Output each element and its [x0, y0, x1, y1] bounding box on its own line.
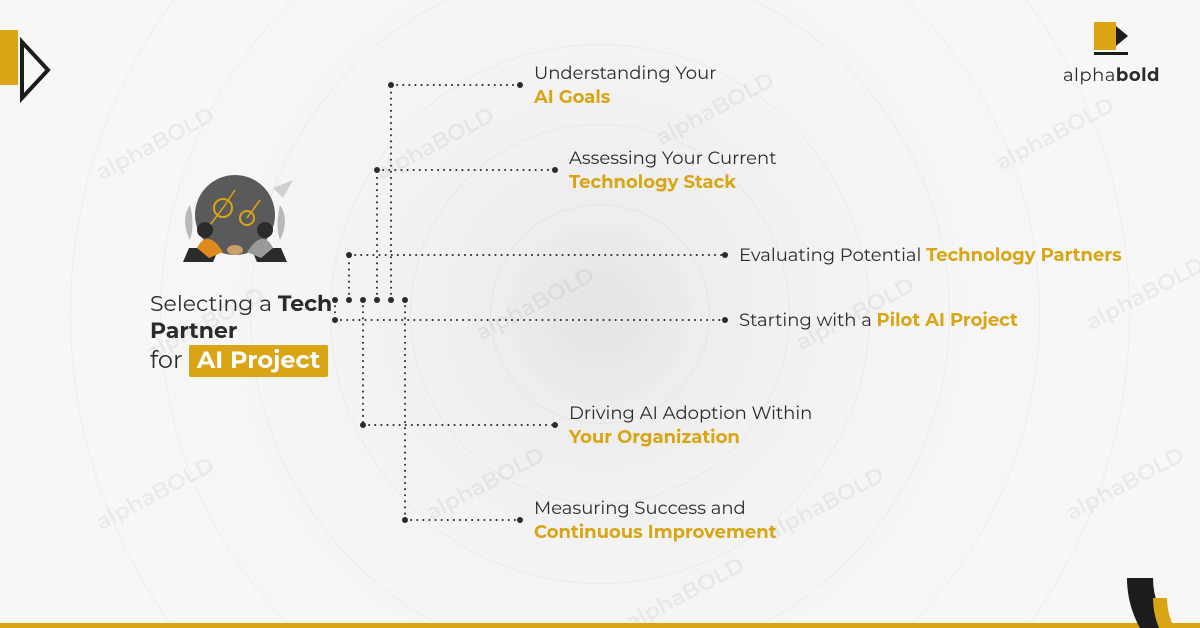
- item-text-gold: Continuous Improvement: [534, 521, 777, 543]
- watermark-text: alphaBOLD: [371, 101, 498, 186]
- item-text-gold: Pilot AI Project: [877, 309, 1018, 331]
- title-line2-plain: for: [150, 346, 189, 375]
- item-text-dark: Starting with a: [739, 309, 877, 331]
- watermark-text: alphaBOLD: [421, 441, 548, 526]
- item-adoption: Driving AI Adoption WithinYour Organizat…: [569, 401, 812, 450]
- item-text-gold: Technology Partners: [926, 244, 1122, 266]
- handshake-illustration-icon: [165, 170, 305, 280]
- corner-decoration-icon: [0, 30, 60, 115]
- watermark-text: alphaBOLD: [91, 451, 218, 536]
- watermark-text: alphaBOLD: [471, 261, 598, 346]
- item-pilot: Starting with a Pilot AI Project: [739, 308, 1018, 332]
- item-goals: Understanding YourAI Goals: [534, 61, 716, 110]
- logo-glyph-icon: [1094, 22, 1128, 60]
- main-title: Selecting a Tech Partner for AI Project: [150, 290, 410, 375]
- item-text-dark: Evaluating Potential: [739, 244, 926, 266]
- item-text-dark: Measuring Success and: [534, 497, 746, 519]
- logo-wordmark: alphabold: [1063, 64, 1160, 86]
- item-partners: Evaluating Potential Technology Partners: [739, 243, 1122, 267]
- item-text-gold: Technology Stack: [569, 171, 736, 193]
- brand-logo: alphabold: [1063, 22, 1160, 86]
- title-line2-highlight: AI Project: [189, 345, 328, 377]
- logo-text-light: alpha: [1063, 64, 1116, 86]
- watermark-text: alphaBOLD: [991, 91, 1118, 176]
- watermark-text: alphaBOLD: [1061, 441, 1188, 526]
- infographic-canvas: alphaBOLDalphaBOLDalphaBOLDalphaBOLDalph…: [0, 0, 1200, 628]
- bottom-corner-arc-icon: [1100, 538, 1200, 628]
- logo-text-bold: bold: [1116, 64, 1160, 86]
- item-stack: Assessing Your CurrentTechnology Stack: [569, 146, 777, 195]
- item-text-gold: AI Goals: [534, 86, 610, 108]
- item-success: Measuring Success andContinuous Improvem…: [534, 496, 777, 545]
- watermark-text: alphaBOLD: [621, 551, 748, 628]
- item-text-dark: Understanding Your: [534, 62, 716, 84]
- watermark-text: alphaBOLD: [761, 461, 888, 546]
- bottom-accent-bar: [0, 623, 1200, 628]
- title-line1-plain: Selecting a: [150, 290, 278, 317]
- item-text-dark: Assessing Your Current: [569, 147, 777, 169]
- item-text-gold: Your Organization: [569, 426, 740, 448]
- item-text-dark: Driving AI Adoption Within: [569, 402, 812, 424]
